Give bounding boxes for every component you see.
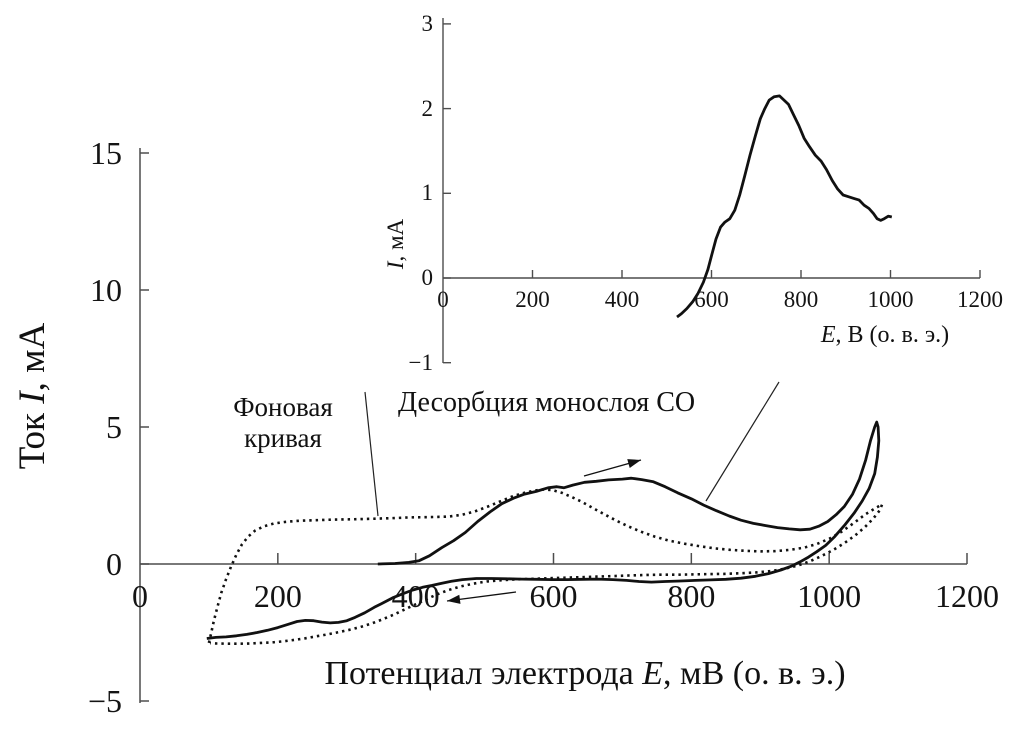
main-y-title-prefix: Ток <box>12 403 53 470</box>
main-x-tick-label: 1000 <box>797 578 862 614</box>
main-curve-co-desorption <box>206 420 881 640</box>
main-x-tick-label: 1200 <box>935 578 999 614</box>
main-x-tick-label: 0 <box>132 578 148 614</box>
inset-y-tick-label: 2 <box>421 95 434 121</box>
main-y-tick-label: 15 <box>90 135 122 171</box>
annotation-background-curve: Фоновая кривая <box>193 392 373 454</box>
main-x-tick-label: 800 <box>667 578 716 614</box>
main-y-title-var: I <box>12 391 53 404</box>
main-y-tick-label: −5 <box>87 683 122 719</box>
main-x-tick-label: 600 <box>529 578 578 614</box>
main-y-tick-label: 10 <box>90 272 122 308</box>
leader-line-co-label <box>705 381 780 502</box>
inset-x-axis-title: E, В (о. в. э.) <box>765 322 1005 349</box>
inset-x-tick-label: 1200 <box>957 287 1003 312</box>
main-x-title-var: E <box>642 655 664 692</box>
main-x-axis-title: Потенциал электрода E, мВ (о. в. э.) <box>285 655 885 693</box>
leader-line-background-label <box>364 391 379 517</box>
inset-x-tick-label: 400 <box>604 287 640 312</box>
main-y-tick-label: 5 <box>106 409 122 445</box>
main-y-axis-title: Ток I, мА <box>11 281 55 511</box>
forward-scan-arrow-head <box>627 459 641 468</box>
main-x-tick-label: 400 <box>391 578 440 614</box>
inset-y-title-suffix: , мА <box>383 218 408 262</box>
main-x-title-suffix: , мВ (о. в. э.) <box>663 655 846 692</box>
inset-x-tick-label: 200 <box>515 287 550 312</box>
inset-x-tick-label: 800 <box>783 287 819 312</box>
inset-y-tick-label: 3 <box>421 10 434 36</box>
annotation-background-line2: кривая <box>244 423 322 453</box>
inset-curve-co-peak <box>676 94 893 319</box>
annotation-co-desorption: Десорбция монослоя CO <box>398 387 696 418</box>
inset-x-title-suffix: , В (о. в. э.) <box>835 322 950 348</box>
inset-x-title-var: E <box>820 322 836 348</box>
main-x-tick-label: 200 <box>253 578 302 614</box>
inset-y-tick-label: −1 <box>408 349 433 375</box>
main-y-tick-label: 0 <box>106 546 122 582</box>
inset-x-tick-label: 600 <box>694 287 729 312</box>
inset-x-tick-label: 1000 <box>867 287 914 312</box>
inset-y-tick-label: 1 <box>421 180 434 206</box>
main-y-title-suffix: , мА <box>12 322 53 392</box>
inset-y-tick-label: 0 <box>421 265 434 290</box>
annotation-background-line1: Фоновая <box>233 392 333 422</box>
main-x-title-prefix: Потенциал электрода <box>324 655 643 692</box>
main-curve-background <box>207 488 884 646</box>
reverse-scan-arrow-head <box>447 594 461 604</box>
inset-x-tick-label: 0 <box>437 287 449 312</box>
